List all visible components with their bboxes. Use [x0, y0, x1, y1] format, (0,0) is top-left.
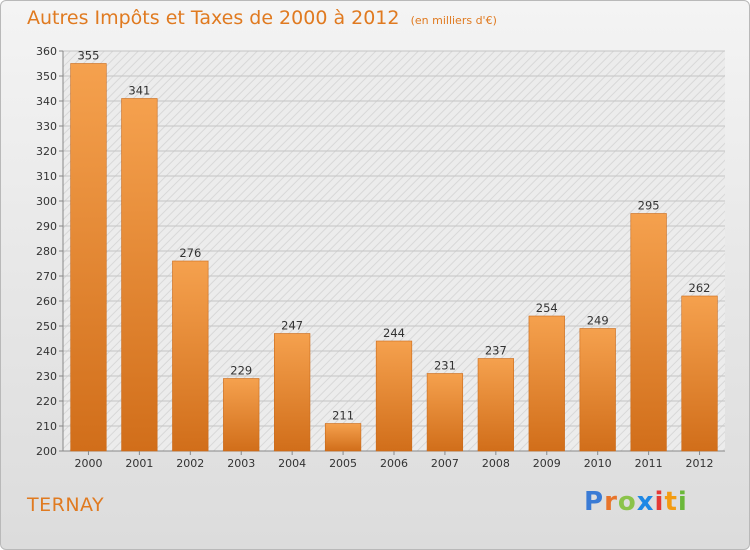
brand-letter: i: [677, 487, 688, 517]
chart-title-text: Autres Impôts et Taxes de 2000 à 2012: [27, 7, 400, 29]
bar-value-label: 355: [77, 49, 99, 63]
bar-value-label: 244: [383, 326, 405, 340]
bar-2008: [477, 358, 514, 452]
x-tick-label: 2009: [533, 457, 561, 470]
x-tick-label: 2001: [125, 457, 153, 470]
bar-2007: [426, 373, 464, 452]
brand-letter: i: [654, 487, 665, 517]
x-tick-label: 2011: [635, 457, 663, 470]
bar-2001: [121, 98, 158, 452]
y-tick-label: 320: [36, 145, 57, 158]
proxiti-logo: Proxiti: [584, 487, 688, 517]
bar-2012: [681, 295, 718, 452]
bar-2004: [274, 333, 311, 452]
x-tick-label: 2003: [227, 457, 255, 470]
y-tick-label: 360: [36, 45, 57, 58]
brand-letter: P: [584, 487, 605, 517]
brand-letter: r: [604, 487, 618, 517]
bar-value-label: 254: [536, 301, 558, 315]
bar-value-label: 341: [128, 84, 150, 98]
bar-value-label: 229: [230, 364, 252, 378]
bar-2006: [375, 340, 413, 452]
y-tick-label: 300: [36, 195, 57, 208]
x-tick-label: 2005: [329, 457, 357, 470]
brand-letter: t: [664, 487, 678, 517]
brand-letter: o: [617, 487, 637, 517]
bar-value-label: 237: [485, 344, 507, 358]
bar-2005: [324, 423, 362, 452]
chart-unit: (en milliers d'€): [410, 14, 497, 27]
y-tick-label: 230: [36, 370, 57, 383]
bar-2010: [579, 328, 616, 452]
x-tick-label: 2004: [278, 457, 306, 470]
bar-2011: [630, 213, 667, 452]
bar-value-label: 231: [434, 359, 456, 373]
x-tick-label: 2008: [482, 457, 510, 470]
x-tick-label: 2007: [431, 457, 459, 470]
bar-value-label: 247: [281, 319, 303, 333]
y-tick-label: 200: [36, 445, 57, 458]
bar-value-label: 276: [179, 246, 201, 260]
y-tick-label: 270: [36, 270, 57, 283]
bar-value-label: 262: [689, 281, 711, 295]
y-tick-label: 330: [36, 120, 57, 133]
chart-title: Autres Impôts et Taxes de 2000 à 2012 (e…: [27, 7, 497, 29]
bar-2009: [528, 315, 565, 452]
y-tick-label: 310: [36, 170, 57, 183]
y-tick-label: 290: [36, 220, 57, 233]
y-tick-label: 210: [36, 420, 57, 433]
y-tick-label: 240: [36, 345, 57, 358]
y-tick-label: 350: [36, 70, 57, 83]
bar-value-label: 249: [587, 314, 609, 328]
y-tick-label: 250: [36, 320, 57, 333]
bar-value-label: 211: [332, 409, 354, 423]
commune-name: TERNAY: [27, 494, 105, 516]
x-tick-label: 2006: [380, 457, 408, 470]
y-tick-label: 260: [36, 295, 57, 308]
x-tick-label: 2000: [74, 457, 102, 470]
bar-value-label: 295: [638, 199, 660, 213]
x-tick-label: 2002: [176, 457, 204, 470]
y-tick-label: 220: [36, 395, 57, 408]
bar-2000: [70, 63, 107, 452]
y-tick-label: 340: [36, 95, 57, 108]
x-tick-label: 2012: [686, 457, 714, 470]
x-tick-label: 2010: [584, 457, 612, 470]
bar-2002: [172, 260, 209, 452]
y-tick-label: 280: [36, 245, 57, 258]
brand-letter: x: [636, 487, 655, 517]
bar-2003: [223, 378, 260, 452]
